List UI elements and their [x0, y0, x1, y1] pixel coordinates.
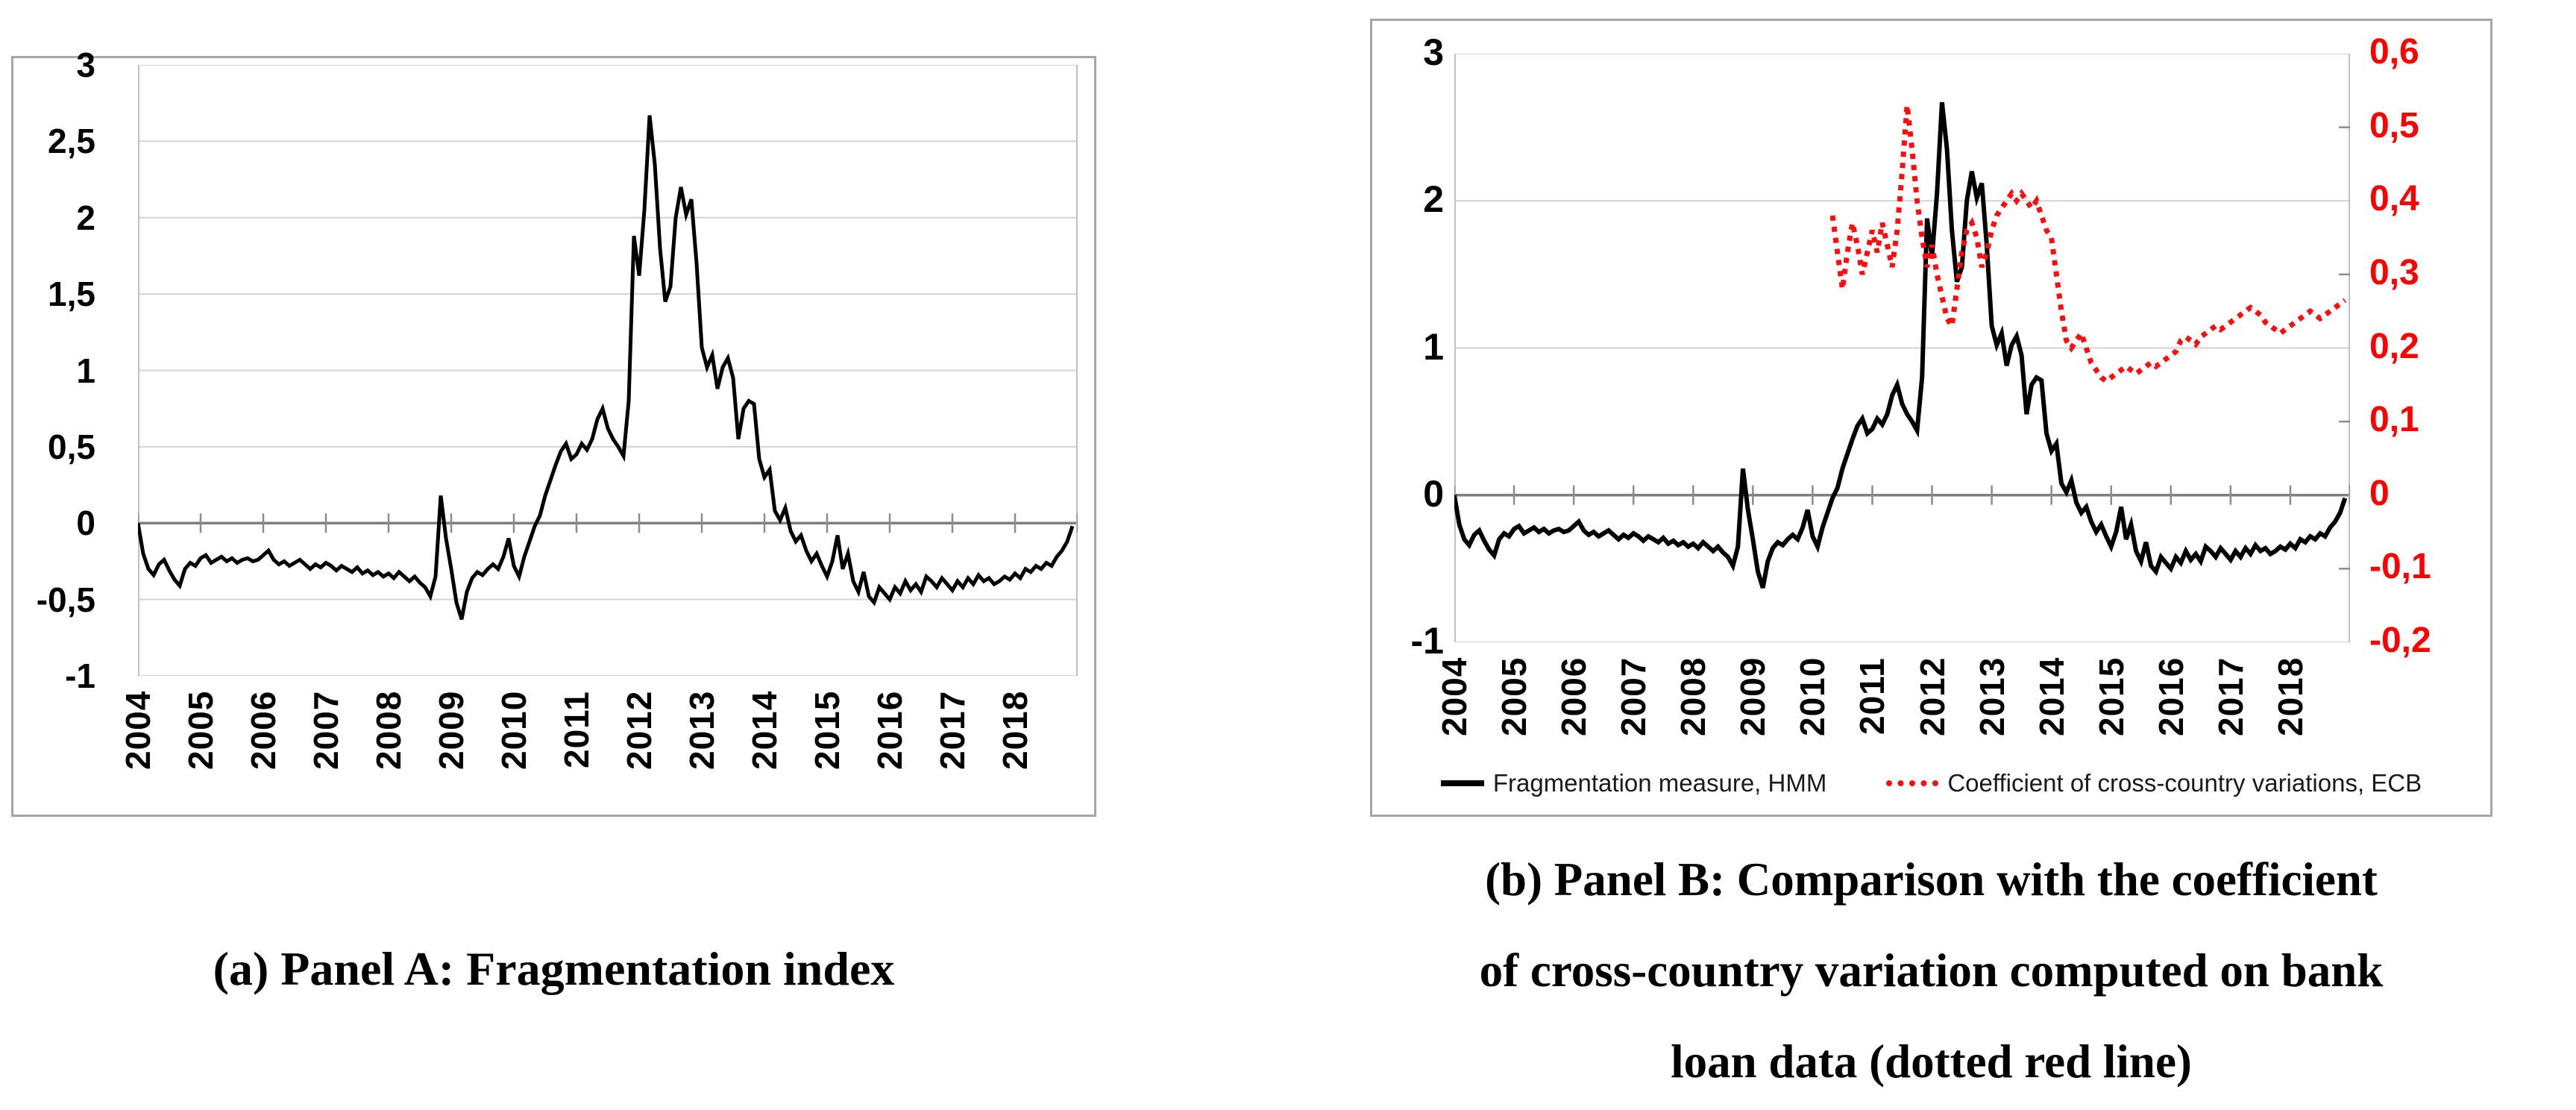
panel-b-x-tick-label: 2014 — [2032, 657, 2071, 737]
panel-b-x-tick-label: 2007 — [1614, 657, 1653, 737]
panel-b-x-tick-label: 2011 — [1853, 657, 1892, 735]
panel-a-plot — [138, 65, 1078, 676]
panel-a-x-tick-label: 2007 — [307, 691, 345, 771]
panel-a-x-tick-label: 2004 — [119, 691, 157, 771]
panel-b-right-y-tick-label: 0,3 — [2369, 253, 2419, 292]
panel-b-plot — [1454, 54, 2350, 642]
panel-b-x-axis: 2004 2005 2006 2007 2008 2009 2010 2011 … — [1432, 657, 2313, 784]
legend-item-ecb-coefficient: Coefficient of cross-country variations,… — [1886, 769, 2422, 797]
panel-a-x-tick-label: 2016 — [870, 691, 909, 771]
panel-a-y-tick-label: 2,5 — [48, 122, 95, 160]
panel-a-y-tick-label: 0,5 — [48, 427, 95, 466]
panel-a-x-tick-label: 2015 — [808, 691, 846, 771]
panel-a-x-tick-label: 2011 — [557, 691, 596, 768]
panel-a-y-tick-label: -1 — [65, 656, 95, 695]
panel-b-right-y-tick-label: 0 — [2369, 474, 2390, 513]
panel-b-left-y-tick-label: 2 — [1423, 178, 1444, 220]
panel-a-x-tick-label: 2009 — [432, 691, 471, 771]
panel-b-x-tick-label: 2015 — [2091, 657, 2131, 737]
panel-a-x-tick-label: 2013 — [682, 691, 721, 771]
panel-a-y-tick-label: 1 — [76, 351, 95, 390]
panel-a-x-tick-label: 2012 — [620, 691, 659, 771]
panel-b-left-y-tick-label: 1 — [1423, 326, 1444, 368]
panel-b-right-y-tick-label: 0,4 — [2369, 179, 2419, 219]
legend-label: Coefficient of cross-country variations,… — [1947, 769, 2422, 797]
panel-a-x-tick-label: 2008 — [369, 691, 408, 771]
legend: Fragmentation measure, HMM Coefficient o… — [1372, 767, 2490, 800]
panel-a-x-tick-label: 2014 — [745, 691, 784, 771]
panel-b-x-tick-label: 2006 — [1554, 657, 1594, 737]
panel-b-chart: 3 2 1 0 -1 0,6 0,5 0,4 0,3 0,2 0,1 0 -0,… — [1370, 19, 2492, 817]
panel-a-x-tick-label: 2005 — [181, 691, 220, 771]
panel-b-x-tick-label: 2010 — [1793, 657, 1832, 737]
panel-a-y-tick-label: 2 — [76, 198, 95, 237]
panel-b-right-y-tick-label: -0,1 — [2369, 547, 2431, 586]
panel-b-right-y-tick-label: 0,6 — [2369, 32, 2419, 72]
panel-a-y-tick-label: -0,5 — [36, 580, 95, 619]
legend-label: Fragmentation measure, HMM — [1492, 769, 1827, 797]
panel-b-x-tick-label: 2017 — [2211, 657, 2250, 737]
panel-b-x-tick-label: 2012 — [1912, 657, 1952, 737]
panel-b-left-y-tick-label: 0 — [1423, 473, 1444, 515]
panel-a-x-tick-label: 2018 — [996, 691, 1034, 771]
panel-a-x-tick-label: 2006 — [244, 691, 283, 771]
panel-b-x-tick-label: 2018 — [2270, 657, 2310, 737]
panel-b-x-tick-label: 2009 — [1733, 657, 1773, 737]
legend-item-fragmentation-hmm: Fragmentation measure, HMM — [1440, 769, 1827, 797]
panel-a-caption: (a) Panel A: Fragmentation index — [213, 942, 895, 995]
panel-b-right-y-tick-label: 0,5 — [2369, 106, 2419, 145]
panel-b-left-y-tick-label: 3 — [1423, 31, 1444, 73]
panel-a-x-tick-label: 2010 — [494, 691, 533, 771]
panel-a-chart: 3 2,5 2 1,5 1 0,5 0 -0,5 -1 2004 2005 20… — [11, 46, 1096, 817]
panel-b-x-tick-label: 2016 — [2151, 657, 2190, 737]
panel-b-x-tick-label: 2008 — [1674, 657, 1713, 737]
panel-a-y-tick-label: 0 — [76, 504, 95, 542]
panel-b-x-tick-label: 2004 — [1435, 657, 1474, 737]
panel-a-x-axis: 2004 2005 2006 2007 2008 2009 2010 2011 … — [116, 691, 1037, 821]
panel-b-x-tick-label: 2005 — [1495, 657, 1534, 737]
panel-b-x-tick-label: 2013 — [1972, 657, 2011, 737]
panel-b-right-y-tick-label: 0,1 — [2369, 400, 2419, 439]
dotted-line-swatch — [1886, 780, 1939, 786]
panel-a-x-tick-label: 2017 — [933, 691, 972, 771]
panel-b-right-y-tick-label: -0,2 — [2369, 621, 2431, 660]
panel-b-left-y-tick-label: -1 — [1410, 620, 1444, 662]
panel-a-y-tick-label: 3 — [76, 46, 95, 84]
panel-a-y-tick-label: 1,5 — [48, 275, 95, 313]
solid-line-swatch — [1440, 780, 1484, 786]
panel-b-right-y-tick-label: 0,2 — [2369, 327, 2419, 366]
panel-b-caption: (b) Panel B: Comparison with the coeffic… — [1479, 853, 2384, 1088]
